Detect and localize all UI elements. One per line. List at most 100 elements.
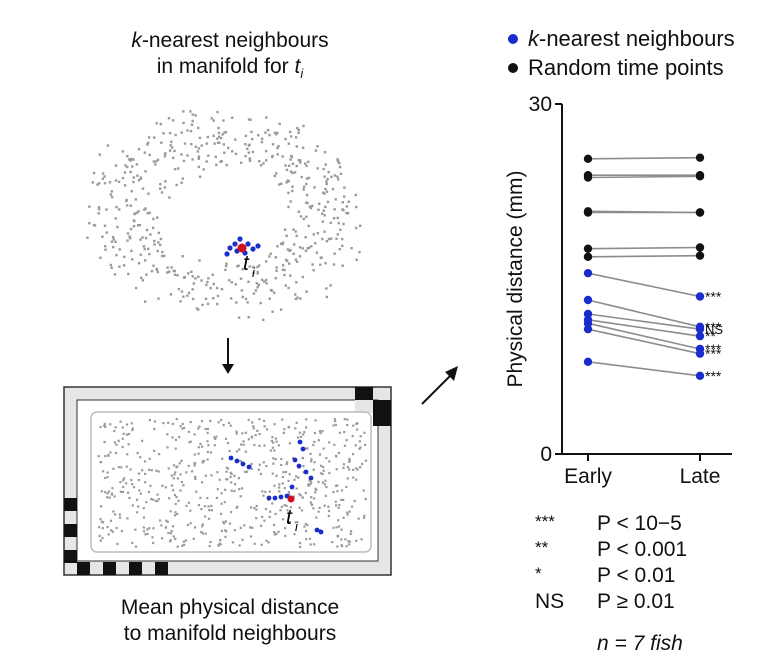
arena-point	[301, 496, 304, 499]
arena-point	[181, 427, 184, 430]
arena-point	[153, 449, 156, 452]
arena-point	[340, 498, 343, 501]
arena-point	[336, 484, 339, 487]
arena-point	[332, 526, 335, 529]
arena-point	[156, 499, 159, 503]
arena-point	[152, 498, 155, 501]
arena-point	[187, 430, 190, 433]
arena-point	[185, 471, 188, 474]
arena-point	[119, 481, 122, 484]
arena-point	[338, 503, 341, 507]
manifold-point	[147, 192, 150, 195]
manifold-point	[259, 301, 262, 305]
arena-point	[327, 514, 330, 518]
manifold-point	[259, 164, 263, 167]
arena-point	[240, 487, 244, 490]
arena-point	[269, 510, 272, 513]
manifold-point	[141, 279, 145, 282]
manifold-point	[278, 122, 281, 125]
arena-point	[146, 528, 149, 531]
manifold-point	[205, 142, 208, 145]
arena-point	[139, 456, 142, 459]
arena-point	[225, 478, 228, 481]
arena-point	[264, 490, 267, 493]
manifold-point	[168, 270, 171, 273]
manifold-point	[181, 255, 184, 258]
manifold-point	[121, 150, 124, 153]
arena-point	[273, 449, 276, 452]
arena-point	[174, 438, 177, 441]
manifold-point	[337, 178, 340, 181]
manifold-point	[299, 215, 303, 218]
manifold-point	[327, 237, 331, 241]
arena-point	[239, 443, 243, 446]
arena-point	[157, 498, 160, 501]
manifold-point	[307, 246, 311, 249]
manifold-point	[301, 146, 305, 149]
manifold-point	[291, 171, 294, 175]
manifold-point	[105, 208, 108, 211]
manifold-point	[160, 141, 163, 144]
manifold-point	[206, 135, 209, 139]
arena-point	[174, 537, 177, 541]
manifold-point	[139, 253, 142, 256]
arena-point	[223, 501, 226, 504]
manifold-point	[313, 186, 316, 189]
manifold-point	[244, 155, 247, 158]
arena-point	[113, 495, 116, 498]
manifold-point	[196, 150, 200, 153]
arena-point	[280, 458, 283, 461]
arena-point	[274, 512, 277, 515]
manifold-point	[325, 190, 329, 193]
manifold-point	[325, 287, 328, 290]
arena-point	[207, 517, 211, 520]
manifold-point	[274, 276, 277, 280]
arena-point	[220, 512, 223, 515]
arena-point	[142, 516, 145, 519]
manifold-point	[197, 157, 201, 160]
manifold-point	[316, 231, 320, 235]
arena-point	[123, 477, 126, 480]
arena-point	[166, 446, 169, 449]
arena-point	[218, 478, 221, 481]
manifold-point	[135, 211, 139, 214]
arena-point	[157, 470, 160, 473]
arena-point	[353, 499, 356, 503]
arena-point	[131, 541, 134, 544]
manifold-point	[341, 244, 344, 248]
manifold-point	[247, 280, 250, 283]
manifold-point	[197, 275, 200, 278]
arena-point	[364, 498, 367, 501]
manifold-point	[169, 144, 172, 147]
arena-point	[200, 420, 204, 423]
manifold-point	[143, 247, 146, 251]
manifold-knn-point	[250, 246, 256, 252]
arena-point	[334, 500, 337, 503]
arena-point	[134, 545, 138, 548]
arena-point	[268, 490, 271, 493]
manifold-point	[149, 233, 152, 236]
manifold-point	[297, 128, 300, 132]
data-point	[695, 371, 705, 381]
manifold-point	[204, 297, 208, 300]
manifold-point	[132, 219, 136, 222]
manifold-point	[104, 245, 107, 248]
arena-point	[304, 522, 307, 526]
manifold-point	[273, 291, 276, 294]
manifold-point	[338, 248, 341, 251]
manifold-point	[281, 155, 284, 158]
arena-point	[153, 427, 156, 431]
arena-point	[334, 419, 337, 422]
arena-point	[172, 477, 175, 480]
manifold-point	[296, 126, 299, 130]
arena-point	[207, 505, 210, 508]
arena-point	[310, 458, 313, 461]
manifold-point	[200, 279, 203, 282]
pair-line	[587, 328, 701, 355]
manifold-point	[342, 222, 345, 226]
arena-point	[213, 436, 216, 439]
arena-point	[358, 447, 361, 450]
manifold-point	[294, 230, 297, 233]
manifold-point	[180, 290, 184, 293]
manifold-point	[246, 147, 249, 151]
